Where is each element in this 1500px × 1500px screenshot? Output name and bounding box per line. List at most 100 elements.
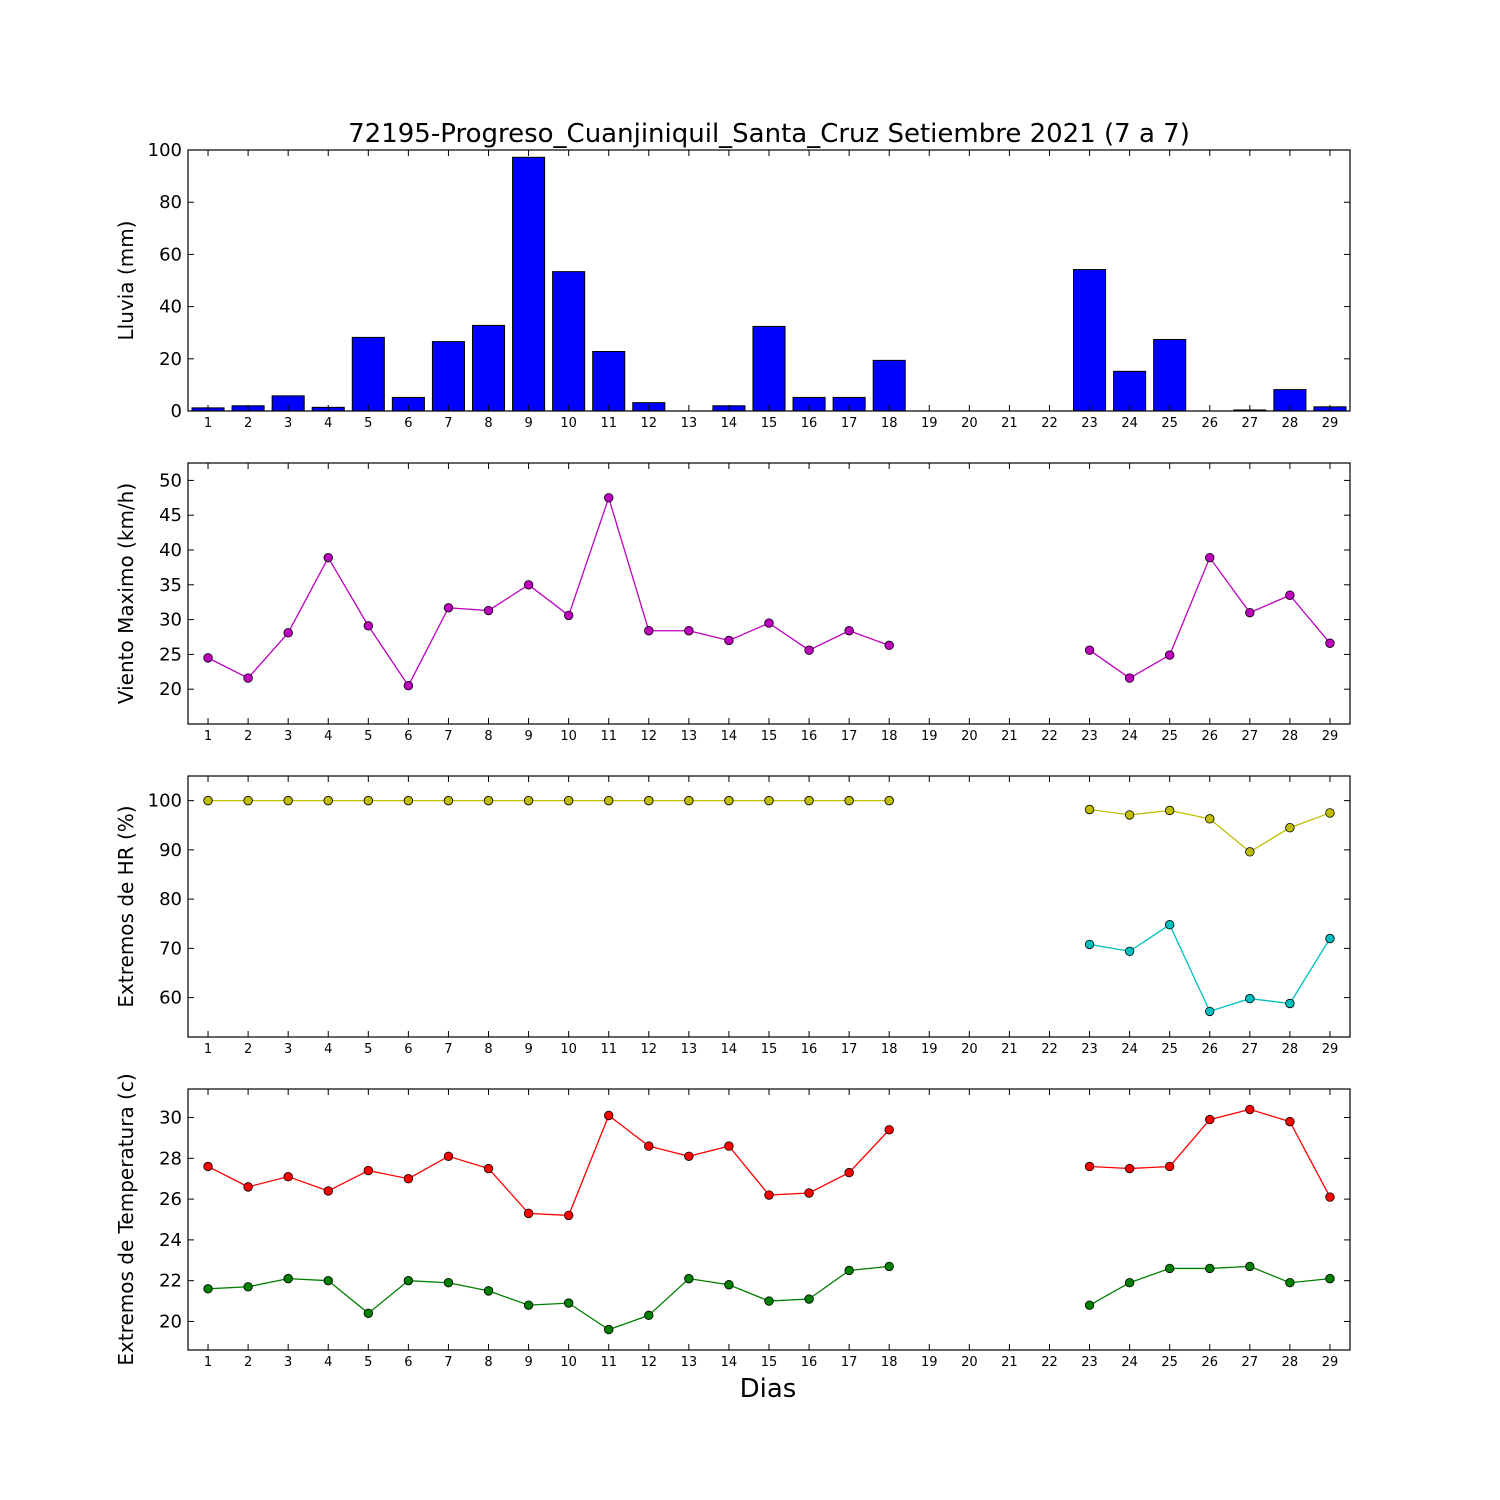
x-tick-label-humedad-8: 8 xyxy=(484,1042,492,1057)
x-tick-label-humedad-13: 13 xyxy=(681,1042,698,1057)
point-temperatura-1-28 xyxy=(1285,1278,1295,1288)
point-humedad-1-27 xyxy=(1245,993,1255,1004)
x-tick-label-lluvia-29: 29 xyxy=(1322,416,1339,431)
y-tick-label-lluvia-20: 20 xyxy=(159,349,182,370)
point-temperatura-0-17 xyxy=(844,1167,854,1178)
x-tick-label-humedad-26: 26 xyxy=(1201,1042,1218,1057)
x-tick-label-temperatura-12: 12 xyxy=(641,1355,658,1370)
x-tick-label-temperatura-9: 9 xyxy=(524,1355,532,1370)
point-temperatura-0-2 xyxy=(243,1182,253,1192)
y-tick-label-viento-40: 40 xyxy=(159,540,182,561)
point-humedad-0-16 xyxy=(804,795,814,806)
x-tick-label-lluvia-22: 22 xyxy=(1041,416,1058,431)
panel-lluvia: 1 2 3 4 5 6 7 8 9 10 11 12 13 14 15 16 17 18 19 20 21 22 23 24 2… xyxy=(114,140,1351,431)
point-humedad-1-25 xyxy=(1164,920,1175,930)
y-axis-label-lluvia: Lluvia (mm) xyxy=(114,221,138,341)
point-viento-0-9 xyxy=(523,580,534,590)
x-tick-label-lluvia-11: 11 xyxy=(600,416,617,431)
x-tick-label-humedad-18: 18 xyxy=(881,1042,898,1057)
x-tick-label-lluvia-8: 8 xyxy=(484,416,492,431)
panels: 1 2 3 4 5 6 7 8 9 10 11 12 13 14 15 16 17 18 19 20 21 22 23 24 2… xyxy=(114,140,1351,1370)
point-humedad-0-29 xyxy=(1325,808,1335,818)
point-temperatura-1-23 xyxy=(1084,1300,1095,1310)
x-tick-label-temperatura-29: 29 xyxy=(1322,1355,1339,1370)
point-temperatura-0-15 xyxy=(764,1190,774,1200)
point-viento-0-27 xyxy=(1245,607,1255,618)
x-tick-label-humedad-14: 14 xyxy=(721,1042,738,1057)
x-tick-label-humedad-17: 17 xyxy=(841,1042,858,1057)
y-axis-label-humedad: Extremos de HR (%) xyxy=(114,805,138,1007)
point-viento-0-1 xyxy=(203,653,213,663)
bar-lluvia-7 xyxy=(431,341,465,412)
point-viento-0-5 xyxy=(363,621,374,631)
x-tick-label-temperatura-28: 28 xyxy=(1282,1355,1299,1370)
x-tick-label-temperatura-7: 7 xyxy=(444,1355,452,1370)
x-tick-label-viento-14: 14 xyxy=(721,729,738,744)
point-temperatura-0-1 xyxy=(203,1161,213,1172)
point-viento-0-11 xyxy=(604,493,614,503)
point-viento-0-3 xyxy=(283,628,293,638)
x-tick-label-temperatura-16: 16 xyxy=(801,1355,818,1370)
point-humedad-0-9 xyxy=(523,795,534,806)
x-tick-label-lluvia-13: 13 xyxy=(681,416,698,431)
point-temperatura-1-10 xyxy=(563,1298,574,1308)
point-temperatura-1-17 xyxy=(844,1265,854,1276)
x-tick-label-viento-24: 24 xyxy=(1121,729,1138,744)
y-tick-label-temperatura-30: 30 xyxy=(159,1108,182,1129)
y-tick-label-viento-30: 30 xyxy=(159,610,182,631)
x-tick-label-viento-3: 3 xyxy=(284,729,292,744)
x-tick-label-lluvia-10: 10 xyxy=(560,416,577,431)
x-tick-label-viento-11: 11 xyxy=(600,729,617,744)
point-temperatura-1-25 xyxy=(1164,1263,1175,1274)
point-humedad-0-24 xyxy=(1124,810,1135,820)
x-tick-label-humedad-25: 25 xyxy=(1161,1042,1178,1057)
x-tick-label-viento-23: 23 xyxy=(1081,729,1098,744)
x-tick-label-temperatura-8: 8 xyxy=(484,1355,492,1370)
point-viento-0-4 xyxy=(323,552,333,563)
point-temperatura-0-11 xyxy=(604,1110,614,1121)
point-temperatura-0-18 xyxy=(884,1125,894,1135)
point-temperatura-1-24 xyxy=(1124,1278,1135,1288)
point-temperatura-0-13 xyxy=(684,1151,694,1161)
x-tick-label-lluvia-4: 4 xyxy=(324,416,332,431)
y-tick-label-viento-50: 50 xyxy=(159,470,182,491)
y-tick-label-viento-20: 20 xyxy=(159,679,182,700)
x-tick-label-temperatura-25: 25 xyxy=(1161,1355,1178,1370)
point-humedad-0-5 xyxy=(363,795,374,806)
bar-lluvia-24 xyxy=(1113,370,1147,412)
point-humedad-0-6 xyxy=(403,795,414,806)
point-humedad-1-29 xyxy=(1325,933,1335,944)
point-humedad-0-28 xyxy=(1285,823,1295,833)
point-viento-0-24 xyxy=(1124,673,1135,683)
y-tick-label-viento-25: 25 xyxy=(159,644,182,665)
bar-lluvia-8 xyxy=(471,324,506,412)
x-tick-label-temperatura-4: 4 xyxy=(324,1355,332,1370)
x-tick-label-temperatura-2: 2 xyxy=(244,1355,252,1370)
bar-lluvia-18 xyxy=(872,359,906,412)
point-viento-0-15 xyxy=(764,618,774,628)
x-tick-label-viento-7: 7 xyxy=(444,729,452,744)
point-viento-0-6 xyxy=(403,681,414,691)
bar-lluvia-15 xyxy=(752,325,786,412)
point-temperatura-1-26 xyxy=(1205,1263,1215,1274)
x-tick-label-viento-20: 20 xyxy=(961,729,978,744)
x-tick-label-lluvia-17: 17 xyxy=(841,416,858,431)
x-tick-label-lluvia-9: 9 xyxy=(524,416,532,431)
point-humedad-0-13 xyxy=(684,795,694,806)
x-tick-label-humedad-22: 22 xyxy=(1041,1042,1058,1057)
point-viento-0-12 xyxy=(644,626,654,636)
bar-lluvia-5 xyxy=(351,336,385,412)
point-temperatura-0-28 xyxy=(1285,1116,1295,1127)
x-tick-label-viento-22: 22 xyxy=(1041,729,1058,744)
y-tick-label-lluvia-60: 60 xyxy=(159,244,182,265)
y-tick-label-humedad-60: 60 xyxy=(159,988,182,1009)
point-temperatura-0-23 xyxy=(1084,1161,1095,1172)
bar-lluvia-10 xyxy=(552,271,586,412)
point-viento-0-29 xyxy=(1325,638,1335,648)
x-tick-label-humedad-16: 16 xyxy=(801,1042,818,1057)
point-temperatura-0-25 xyxy=(1164,1161,1175,1172)
point-humedad-0-7 xyxy=(443,795,454,806)
x-tick-label-temperatura-1: 1 xyxy=(204,1355,212,1370)
